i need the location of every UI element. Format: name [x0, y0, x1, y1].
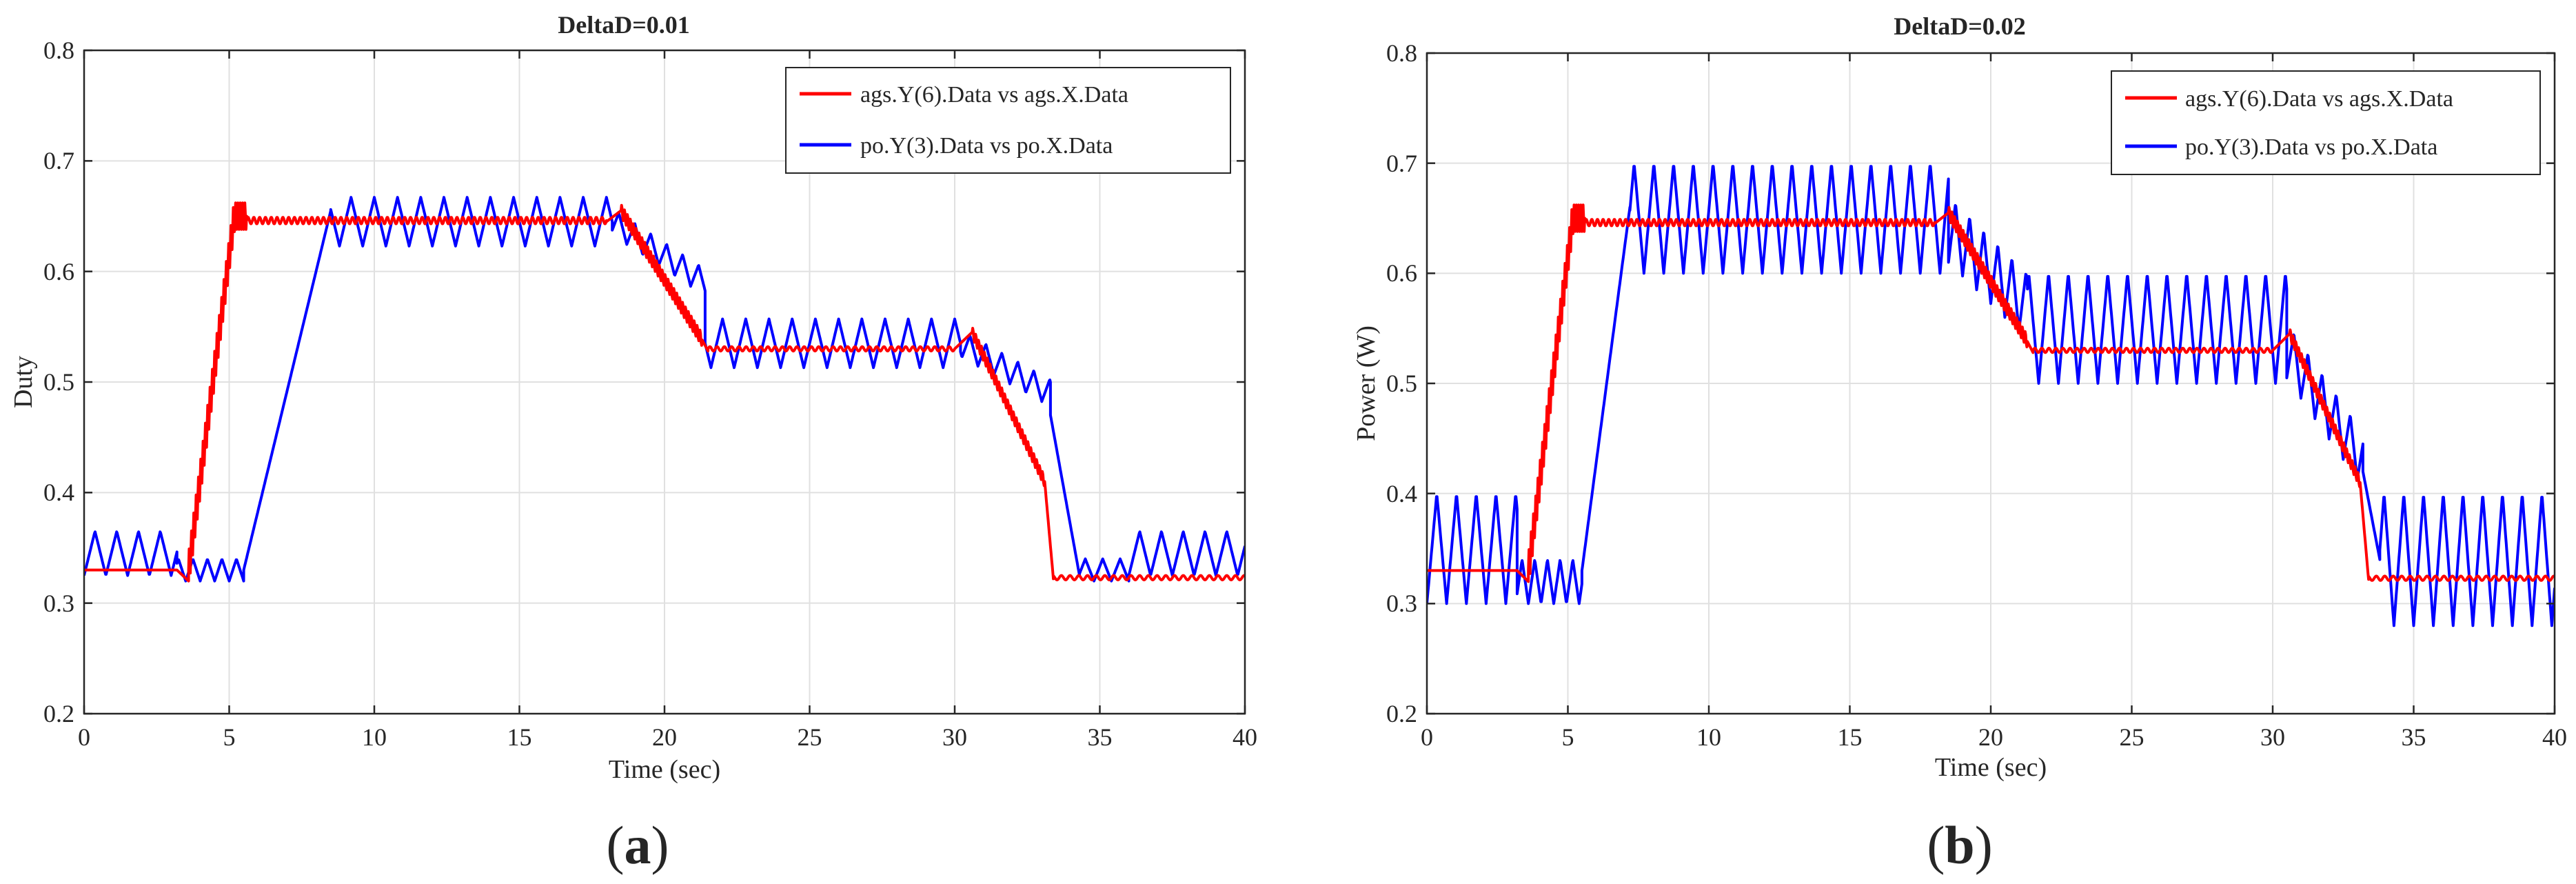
panel-b-ticks	[1426, 52, 2556, 715]
panel-b-legend-box	[2111, 70, 2541, 175]
panel-a-xtick-label: 5	[223, 723, 236, 751]
panel-b-xtick-label: 20	[1978, 723, 2003, 751]
panel-b-xtick-label: 35	[2402, 723, 2426, 751]
panel-b-label-letter: b	[1945, 815, 1974, 875]
panel-b-ylabel: Power (W)	[1352, 325, 1381, 441]
panel-a-xtick-label: 25	[798, 723, 822, 751]
panel-b-label: (b)	[1927, 815, 1992, 875]
panel-b-legend-label-po: po.Y(3).Data vs po.X.Data	[2185, 134, 2437, 160]
panel-a-legend: ags.Y(6).Data vs ags.X.Data po.Y(3).Data…	[785, 67, 1231, 174]
panel-a-xtick-label: 10	[362, 723, 387, 751]
panel-b-ytick-label: 0.6	[1386, 259, 1417, 287]
panel-a-plot-area	[84, 196, 1245, 583]
panel-a-xlabel: Time (sec)	[609, 755, 720, 784]
panel-b-xtick-label: 10	[1696, 723, 1721, 751]
panel-a-ytick-label: 0.7	[43, 147, 74, 174]
panel-a-xtick-label: 35	[1088, 723, 1113, 751]
panel-b-ytick-label: 0.3	[1386, 590, 1417, 617]
panel-a-ylabel: Duty	[9, 356, 38, 408]
panel-a-title: DeltaD=0.01	[558, 11, 689, 39]
panel-b-xtick-label: 25	[2120, 723, 2144, 751]
panel-b: DeltaD=0.02 0.2 0.3 0.4 0.5 0.6 0.7 0.8 …	[1352, 12, 2567, 875]
panel-a-series-ags-line	[84, 201, 1245, 583]
panel-b-xtick-label: 15	[1838, 723, 1863, 751]
panel-a-legend-label-po: po.Y(3).Data vs po.X.Data	[860, 133, 1113, 159]
panel-a-label: (a)	[607, 815, 669, 875]
panel-b-ytick-label: 0.4	[1386, 480, 1417, 508]
panel-a-ytick-label: 0.2	[43, 700, 74, 727]
panel-a-ytick-label: 0.3	[43, 590, 74, 617]
panel-a-xtick-label: 20	[652, 723, 677, 751]
panel-a-ytick-label: 0.5	[43, 368, 74, 396]
panel-b-series-po-line	[1427, 165, 2555, 627]
panel-a-ytick-label: 0.8	[43, 37, 74, 64]
panel-a-xtick-label: 15	[507, 723, 532, 751]
panel-b-title: DeltaD=0.02	[1894, 12, 2025, 40]
panel-b-ytick-label: 0.7	[1386, 150, 1417, 177]
panel-b-legend-label-ags: ags.Y(6).Data vs ags.X.Data	[2185, 86, 2453, 112]
panel-a-ytick-label: 0.6	[43, 258, 74, 285]
panel-a-label-close: )	[651, 815, 669, 875]
panel-a-legend-label-ags: ags.Y(6).Data vs ags.X.Data	[860, 82, 1128, 108]
panel-a-legend-box	[785, 67, 1231, 174]
panel-a-series-po-line	[84, 196, 1245, 583]
panel-a-label-letter: a	[625, 815, 651, 875]
panel-b-xtick-label: 5	[1562, 723, 1574, 751]
panel-a-ytick-label: 0.4	[43, 479, 74, 506]
panel-a-xtick-label: 40	[1233, 723, 1257, 751]
panel-a-label-open: (	[607, 815, 625, 875]
panel-a-ticks	[83, 49, 1246, 715]
panel-b-xlabel: Time (sec)	[1935, 753, 2047, 782]
panel-b-ytick-label: 0.5	[1386, 370, 1417, 397]
panel-a-xtick-label: 30	[942, 723, 967, 751]
panel-b-ytick-label: 0.8	[1386, 39, 1417, 67]
panel-a-xtick-label: 0	[78, 723, 90, 751]
panel-b-label-close: )	[1975, 815, 1993, 875]
panel-b-xtick-label: 0	[1421, 723, 1433, 751]
panel-b-plot-area	[1427, 165, 2555, 627]
panel-b-xtick-label: 40	[2542, 723, 2567, 751]
panel-a: DeltaD=0.01 0.2 0.3 0.4 0.5 0.6 0.7 0.8 …	[9, 11, 1257, 875]
panel-b-legend: ags.Y(6).Data vs ags.X.Data po.Y(3).Data…	[2111, 70, 2541, 175]
panel-b-label-open: (	[1927, 815, 1945, 875]
panel-b-series-ags-line	[1427, 203, 2555, 583]
panel-b-ytick-label: 0.2	[1386, 700, 1417, 727]
panel-b-xtick-label: 30	[2260, 723, 2285, 751]
